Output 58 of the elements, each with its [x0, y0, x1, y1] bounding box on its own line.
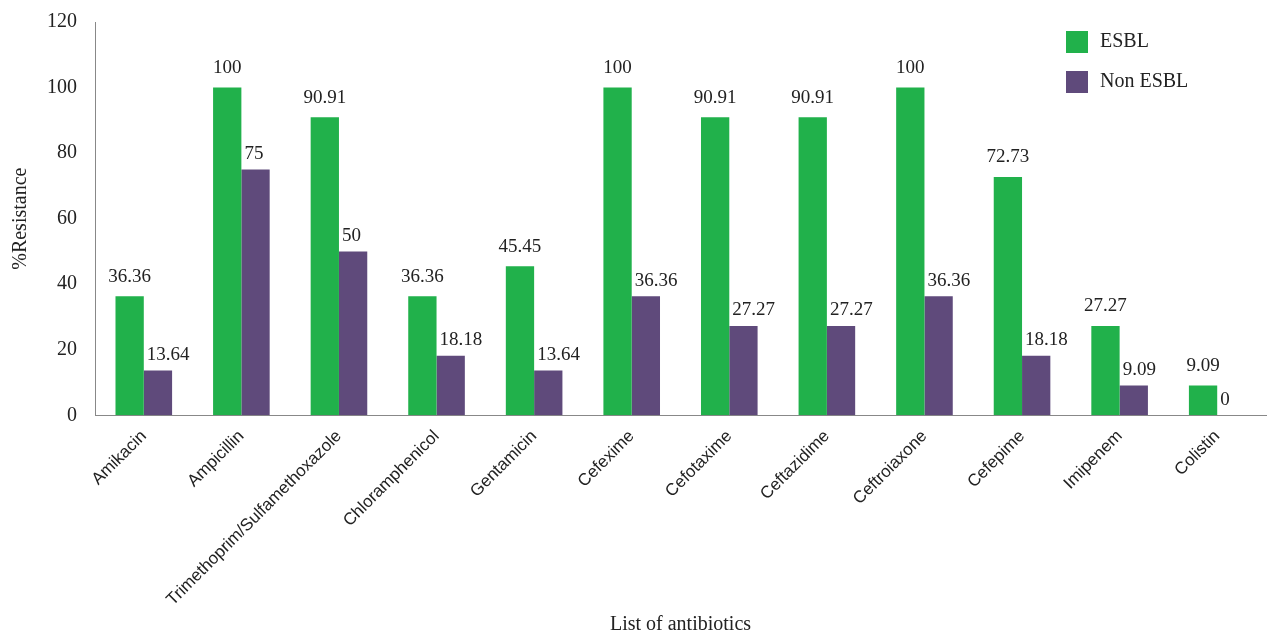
legend-label: Non ESBL — [1100, 69, 1189, 92]
data-label: 27.27 — [732, 298, 776, 320]
y-tick-label: 120 — [47, 9, 77, 32]
legend-label: ESBL — [1100, 29, 1149, 52]
bar — [924, 296, 953, 416]
data-label: 9.09 — [1122, 358, 1156, 380]
bar — [241, 169, 270, 416]
data-label: 36.36 — [401, 264, 444, 286]
bar — [1022, 355, 1051, 416]
bar — [729, 325, 758, 416]
bar — [1119, 385, 1148, 416]
bar — [700, 117, 730, 416]
data-label: 50 — [341, 223, 361, 245]
data-label: 0 — [1220, 387, 1230, 409]
data-label: 13.64 — [537, 343, 581, 365]
x-axis-title: List of antibiotics — [609, 612, 752, 635]
data-label: 90.91 — [303, 85, 347, 107]
bar — [436, 355, 465, 416]
data-label: 36.36 — [927, 268, 971, 290]
data-label: 9.09 — [1186, 354, 1220, 376]
bar — [338, 251, 368, 416]
data-label: 27.27 — [829, 298, 873, 320]
bar — [310, 117, 339, 416]
bar — [534, 370, 563, 416]
y-tick-label: 20 — [57, 337, 77, 360]
y-axis-title: %Resistance — [8, 167, 31, 270]
data-label: 18.18 — [1025, 328, 1068, 350]
bar — [631, 296, 661, 416]
bar — [993, 176, 1023, 416]
data-label: 36.36 — [108, 264, 152, 286]
y-tick-label: 40 — [57, 271, 77, 294]
data-label: 100 — [603, 56, 632, 78]
bar — [1188, 385, 1218, 416]
y-tick-label: 100 — [47, 74, 77, 97]
bar — [408, 296, 437, 416]
bar — [505, 266, 535, 416]
data-label: 13.64 — [146, 343, 191, 365]
data-label: 100 — [896, 56, 925, 78]
bar — [115, 296, 144, 416]
data-label: 75 — [244, 141, 264, 163]
bar — [1091, 325, 1120, 416]
bar — [896, 87, 925, 416]
data-label: 18.18 — [439, 328, 483, 350]
data-label: 36.36 — [634, 268, 678, 290]
data-label: 27.27 — [1084, 294, 1127, 316]
bar — [826, 325, 856, 416]
data-label: 72.73 — [986, 145, 1030, 167]
data-label: 45.45 — [498, 234, 542, 256]
y-tick-label: 0 — [67, 402, 77, 425]
y-tick-label: 80 — [57, 140, 77, 163]
data-label: 90.91 — [693, 85, 737, 107]
bar — [143, 370, 173, 416]
bar — [603, 87, 632, 416]
data-label: 100 — [212, 56, 242, 78]
data-label: 90.91 — [791, 85, 835, 107]
bar — [798, 117, 827, 416]
y-tick-label: 60 — [57, 205, 77, 228]
bar — [213, 87, 242, 416]
